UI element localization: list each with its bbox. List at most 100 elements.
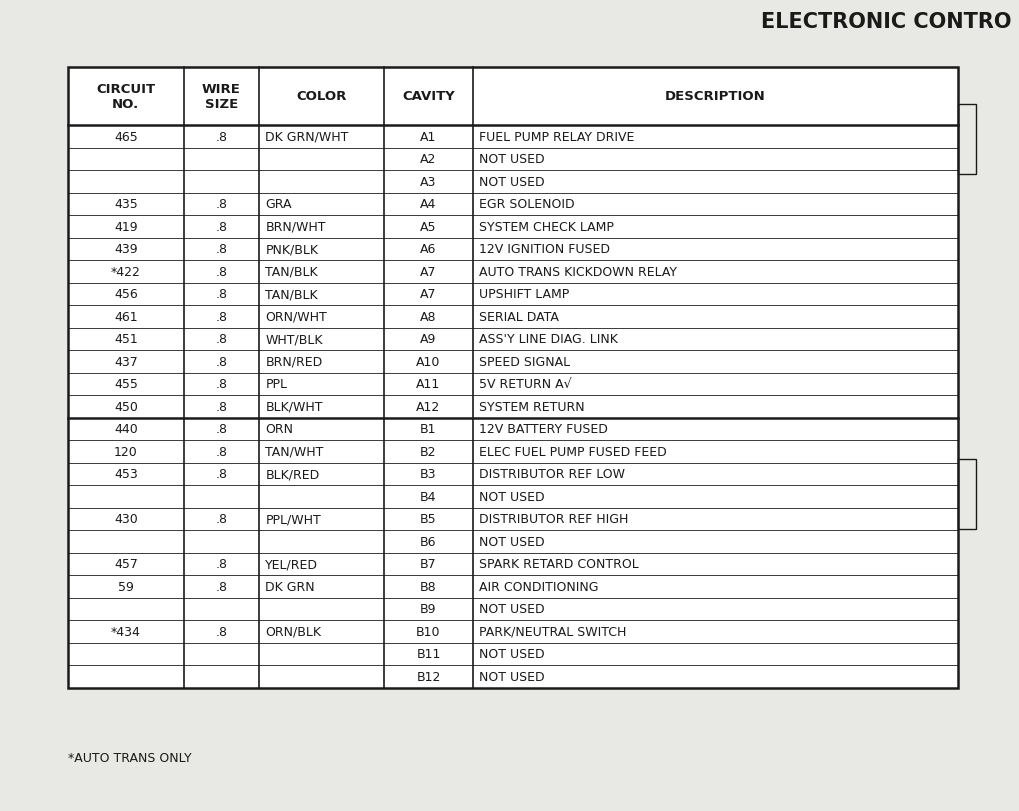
Text: .8: .8: [215, 445, 227, 458]
Text: CAVITY: CAVITY: [401, 90, 454, 103]
Text: A3: A3: [420, 175, 436, 188]
Text: 5V RETURN A√: 5V RETURN A√: [479, 378, 571, 391]
Text: 59: 59: [118, 580, 133, 593]
Text: DK GRN: DK GRN: [265, 580, 315, 593]
Text: A12: A12: [416, 401, 440, 414]
Text: NOT USED: NOT USED: [479, 535, 544, 548]
Text: WHT/BLK: WHT/BLK: [265, 333, 323, 345]
Text: CIRCUIT
NO.: CIRCUIT NO.: [96, 83, 155, 111]
Text: COLOR: COLOR: [297, 90, 346, 103]
Text: B3: B3: [420, 468, 436, 481]
Text: SERIAL DATA: SERIAL DATA: [479, 311, 558, 324]
Text: A5: A5: [420, 221, 436, 234]
Text: 456: 456: [114, 288, 138, 301]
Text: NOT USED: NOT USED: [479, 153, 544, 166]
Text: B7: B7: [420, 558, 436, 571]
Text: .8: .8: [215, 198, 227, 211]
Text: ORN/WHT: ORN/WHT: [265, 311, 327, 324]
Text: 435: 435: [114, 198, 138, 211]
Text: A9: A9: [420, 333, 436, 345]
Text: ORN: ORN: [265, 423, 293, 436]
Text: A8: A8: [420, 311, 436, 324]
Text: .8: .8: [215, 333, 227, 345]
Text: PPL/WHT: PPL/WHT: [265, 513, 321, 526]
Text: 440: 440: [114, 423, 138, 436]
Text: NOT USED: NOT USED: [479, 175, 544, 188]
Text: .8: .8: [215, 243, 227, 256]
Text: .8: .8: [215, 513, 227, 526]
Text: SPARK RETARD CONTROL: SPARK RETARD CONTROL: [479, 558, 638, 571]
Text: ORN/BLK: ORN/BLK: [265, 625, 321, 638]
Text: NOT USED: NOT USED: [479, 647, 544, 660]
Text: *AUTO TRANS ONLY: *AUTO TRANS ONLY: [68, 751, 192, 764]
Text: A1: A1: [420, 131, 436, 144]
Text: WIRE
SIZE: WIRE SIZE: [202, 83, 240, 111]
Text: B2: B2: [420, 445, 436, 458]
Text: FUEL PUMP RELAY DRIVE: FUEL PUMP RELAY DRIVE: [479, 131, 634, 144]
Text: TAN/BLK: TAN/BLK: [265, 265, 318, 278]
Text: 430: 430: [114, 513, 138, 526]
Text: A7: A7: [420, 288, 436, 301]
Text: B8: B8: [420, 580, 436, 593]
Text: YEL/RED: YEL/RED: [265, 558, 318, 571]
Text: .8: .8: [215, 355, 227, 368]
Text: PARK/NEUTRAL SWITCH: PARK/NEUTRAL SWITCH: [479, 625, 626, 638]
Text: B1: B1: [420, 423, 436, 436]
Text: A2: A2: [420, 153, 436, 166]
Text: 465: 465: [114, 131, 138, 144]
Text: PNK/BLK: PNK/BLK: [265, 243, 318, 256]
Text: *422: *422: [111, 265, 141, 278]
Text: BLK/WHT: BLK/WHT: [265, 401, 323, 414]
Text: *434: *434: [111, 625, 141, 638]
Text: UPSHIFT LAMP: UPSHIFT LAMP: [479, 288, 569, 301]
Text: .8: .8: [215, 221, 227, 234]
Text: .8: .8: [215, 558, 227, 571]
Text: PPL: PPL: [265, 378, 287, 391]
Text: NOT USED: NOT USED: [479, 490, 544, 503]
Text: .8: .8: [215, 468, 227, 481]
Text: A10: A10: [416, 355, 440, 368]
Text: .8: .8: [215, 311, 227, 324]
Text: B4: B4: [420, 490, 436, 503]
Text: TAN/WHT: TAN/WHT: [265, 445, 323, 458]
Text: BRN/WHT: BRN/WHT: [265, 221, 325, 234]
Text: 437: 437: [114, 355, 138, 368]
Text: B12: B12: [416, 670, 440, 683]
Text: 450: 450: [114, 401, 138, 414]
Text: 439: 439: [114, 243, 138, 256]
Text: NOT USED: NOT USED: [479, 603, 544, 616]
Text: 451: 451: [114, 333, 138, 345]
Text: A7: A7: [420, 265, 436, 278]
Text: GRA: GRA: [265, 198, 291, 211]
Text: NOT USED: NOT USED: [479, 670, 544, 683]
Text: B11: B11: [416, 647, 440, 660]
Text: .8: .8: [215, 625, 227, 638]
Text: 12V IGNITION FUSED: 12V IGNITION FUSED: [479, 243, 609, 256]
Text: A6: A6: [420, 243, 436, 256]
Text: 461: 461: [114, 311, 138, 324]
Text: .8: .8: [215, 378, 227, 391]
Text: 455: 455: [114, 378, 138, 391]
Text: B9: B9: [420, 603, 436, 616]
Text: A11: A11: [416, 378, 440, 391]
Text: DISTRIBUTOR REF HIGH: DISTRIBUTOR REF HIGH: [479, 513, 628, 526]
Text: 419: 419: [114, 221, 138, 234]
Text: DK GRN/WHT: DK GRN/WHT: [265, 131, 348, 144]
Text: AIR CONDITIONING: AIR CONDITIONING: [479, 580, 598, 593]
Text: 457: 457: [114, 558, 138, 571]
Text: TAN/BLK: TAN/BLK: [265, 288, 318, 301]
Text: ASS'Y LINE DIAG. LINK: ASS'Y LINE DIAG. LINK: [479, 333, 618, 345]
Text: DESCRIPTION: DESCRIPTION: [664, 90, 765, 103]
Text: .8: .8: [215, 423, 227, 436]
Text: EGR SOLENOID: EGR SOLENOID: [479, 198, 574, 211]
Text: 12V BATTERY FUSED: 12V BATTERY FUSED: [479, 423, 607, 436]
Text: SYSTEM RETURN: SYSTEM RETURN: [479, 401, 584, 414]
Text: ELECTRONIC CONTRO: ELECTRONIC CONTRO: [761, 12, 1011, 32]
Text: .8: .8: [215, 401, 227, 414]
Text: BLK/RED: BLK/RED: [265, 468, 319, 481]
Text: 453: 453: [114, 468, 138, 481]
Text: BRN/RED: BRN/RED: [265, 355, 322, 368]
Text: 120: 120: [114, 445, 138, 458]
Text: .8: .8: [215, 265, 227, 278]
Text: SPEED SIGNAL: SPEED SIGNAL: [479, 355, 570, 368]
